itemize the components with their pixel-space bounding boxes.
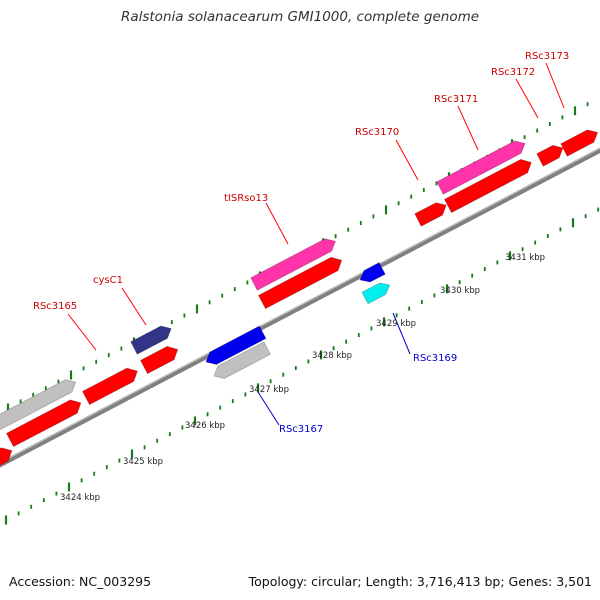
gene-block-rna (436, 140, 526, 195)
gene-label-rsc3173: RSc3173 (525, 51, 569, 62)
kbp-label: 3430 kbp (440, 286, 480, 296)
gene-block-cds (560, 129, 599, 157)
gene-block-cds (139, 345, 179, 375)
gene-block-cds (536, 144, 564, 167)
gene-label-rsc3172: RSc3172 (491, 67, 535, 78)
gene-block-cds (443, 158, 532, 214)
kbp-label: 3426 kbp (185, 421, 225, 431)
gene-block-navy (130, 325, 172, 355)
genome-map: RSc3165 cysC1 tISRso13 RSc3170 RSc3171 R… (0, 51, 600, 525)
minus-strand-labels: RSc3167 RSc3169 (279, 353, 457, 435)
gene-block-cds (257, 256, 343, 310)
accession-text: Accession: NC_003295 (9, 574, 152, 589)
gene-label-rsc3167: RSc3167 (279, 424, 323, 435)
gene-block-cds (0, 447, 13, 466)
plus-strand-labels: RSc3165 cysC1 tISRso13 RSc3170 RSc3171 R… (33, 51, 569, 312)
kbp-label: 3429 kbp (376, 319, 416, 329)
kbp-labels: 3424 kbp 3425 kbp 3426 kbp 3427 kbp 3428… (60, 253, 545, 503)
gene-label-tisrso13: tISRso13 (224, 193, 268, 204)
kbp-label: 3428 kbp (312, 351, 352, 361)
kbp-label: 3431 kbp (505, 253, 545, 263)
gene-block-cds (5, 399, 82, 448)
genome-summary-text: Topology: circular; Length: 3,716,413 bp… (248, 574, 592, 589)
kbp-label: 3425 kbp (123, 457, 163, 467)
gene-block-cyan (361, 282, 391, 305)
gene-label-rsc3171: RSc3171 (434, 94, 478, 105)
gene-label-rsc3169: RSc3169 (413, 353, 457, 364)
gene-label-cysc1: cysC1 (93, 275, 123, 286)
backbone (0, 147, 600, 468)
gene-label-rsc3170: RSc3170 (355, 127, 399, 138)
gene-label-rsc3165: RSc3165 (33, 301, 77, 312)
gene-block-gray (0, 379, 77, 431)
gene-block-cds (414, 202, 447, 227)
map-title: Ralstonia solanacearum GMI1000, complete… (120, 9, 480, 25)
gene-features (0, 129, 599, 466)
gene-block-cds (81, 367, 138, 406)
gene-block-blue (359, 262, 386, 283)
gene-block-gray (213, 341, 271, 379)
gene-block-blue (205, 325, 267, 365)
label-connectors (67, 62, 565, 426)
kbp-label: 3424 kbp (60, 493, 100, 503)
gene-block-rna (250, 238, 337, 291)
kbp-label: 3427 kbp (249, 385, 289, 395)
